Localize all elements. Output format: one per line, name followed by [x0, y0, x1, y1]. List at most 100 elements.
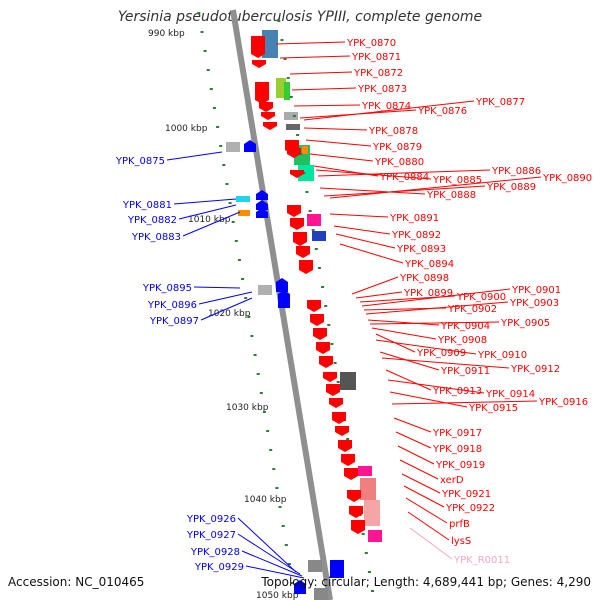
- leader-line: [198, 291, 253, 305]
- tick-mark: [216, 126, 220, 128]
- tick-mark: [266, 430, 270, 432]
- gene-label: YPK_0891: [389, 213, 439, 224]
- tick-mark: [259, 392, 263, 394]
- gene-label: YPK_0895: [142, 283, 192, 294]
- leader-line: [293, 104, 361, 107]
- feature-block: [238, 210, 250, 216]
- leader-line: [166, 151, 223, 161]
- gene-label: YPK_0897: [149, 316, 199, 327]
- tick-mark: [206, 69, 210, 71]
- feature-block: [364, 500, 380, 526]
- gene-label: YPK_0882: [127, 215, 177, 226]
- gene-arrow: [323, 372, 337, 382]
- gene-label: YPK_0900: [456, 292, 506, 303]
- gene-label: YPK_0875: [115, 156, 165, 167]
- gene-label: YPK_0908: [437, 335, 487, 346]
- feature-block: [308, 560, 322, 572]
- leader-line: [241, 550, 303, 577]
- gene-label: YPK_0885: [432, 175, 482, 186]
- leader-line: [381, 357, 510, 369]
- feature-block: [286, 124, 300, 130]
- leader-line: [329, 176, 542, 199]
- gene-arrow: [296, 246, 310, 258]
- gene-arrow: [319, 356, 333, 368]
- tick-mark: [371, 590, 374, 592]
- tick-mark: [330, 343, 334, 345]
- leader-line: [335, 233, 396, 249]
- feature-block: [358, 466, 372, 476]
- gene-arrow: [287, 148, 301, 158]
- gene-arrow: [256, 190, 268, 200]
- gene-arrow: [316, 342, 330, 354]
- gene-label: YPK_0911: [440, 366, 490, 377]
- gene-arrow: [290, 218, 304, 230]
- tick-mark: [296, 134, 300, 136]
- leader-line: [393, 417, 432, 433]
- gene-label: YPK_0905: [500, 318, 550, 329]
- gene-label: YPK_0876: [417, 106, 467, 117]
- gene-arrow: [251, 36, 265, 58]
- gene-arrows: [244, 36, 365, 594]
- tick-mark: [277, 20, 281, 22]
- gene-arrow: [332, 412, 346, 424]
- gene-arrow: [294, 580, 306, 594]
- tick-mark: [209, 88, 213, 90]
- scale-label: 1000 kbp: [165, 124, 208, 134]
- gene-label: YPK_0918: [432, 444, 482, 455]
- scale-label: 1040 kbp: [244, 495, 287, 505]
- gene-label: YPK_0917: [432, 428, 482, 439]
- tick-mark: [327, 324, 331, 326]
- feature-block: [302, 146, 308, 154]
- gene-arrow: [287, 205, 301, 217]
- tick-mark: [321, 286, 325, 288]
- tick-mark: [305, 191, 309, 193]
- tick-mark: [280, 39, 284, 41]
- tick-mark: [281, 525, 285, 527]
- leader-line: [291, 87, 357, 91]
- tick-mark: [346, 438, 350, 440]
- leader-line: [339, 243, 404, 264]
- leader-line: [279, 55, 351, 59]
- feature-block: [340, 372, 356, 390]
- leader-line: [237, 533, 301, 575]
- leader-line: [403, 485, 445, 508]
- gene-arrow: [341, 454, 355, 466]
- leader-line: [395, 431, 432, 449]
- leader-line: [375, 339, 477, 355]
- leader-line: [317, 169, 491, 177]
- feature-block: [360, 478, 376, 500]
- accession-label: Accession: NC_010465: [8, 575, 145, 589]
- gene-label: YPK_0872: [353, 68, 403, 79]
- leader-line: [399, 459, 439, 480]
- scale-label: 1030 kbp: [226, 403, 269, 413]
- leader-line: [389, 391, 468, 408]
- gene-arrow: [307, 300, 321, 312]
- gene-label: YPK_0914: [485, 389, 535, 400]
- gene-label: YPK_0870: [346, 38, 396, 49]
- leader-line: [182, 211, 241, 237]
- gene-label: YPK_0927: [186, 530, 236, 541]
- gene-label: YPK_0890: [542, 173, 592, 184]
- title: Yersinia pseudotuberculosis YPIII, compl…: [117, 9, 483, 25]
- gene-arrow: [299, 260, 313, 274]
- tick-mark: [231, 221, 235, 223]
- gene-arrow: [263, 122, 277, 130]
- gene-label: YPK_0893: [396, 244, 446, 255]
- scale-label: 990 kbp: [148, 29, 185, 39]
- scale-labels: 990 kbp 1000 kbp 1010 kbp 1020 kbp 1030 …: [148, 29, 299, 600]
- gene-arrow: [329, 398, 343, 408]
- gene-label: YPK_0910: [477, 350, 527, 361]
- leader-line: [178, 204, 237, 220]
- leader-line: [407, 511, 450, 541]
- tick-mark: [336, 381, 340, 383]
- tick-mark: [247, 316, 251, 318]
- gene-arrow: [335, 426, 349, 436]
- gene-label: YPK_0879: [372, 142, 422, 153]
- tick-mark: [324, 305, 328, 307]
- leader-line: [289, 71, 353, 75]
- leader-line: [193, 286, 241, 289]
- gene-label: prfB: [449, 519, 470, 530]
- gene-label: YPK_0894: [404, 259, 454, 270]
- tick-mark: [219, 145, 223, 147]
- gene-arrow: [344, 468, 358, 480]
